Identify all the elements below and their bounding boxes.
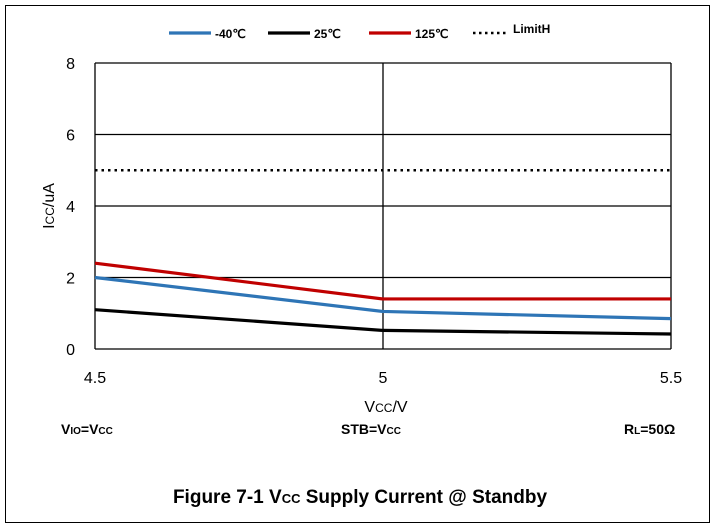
legend-label-2: 125℃ <box>415 27 449 41</box>
series-group <box>94 168 672 336</box>
series-line-0 <box>94 275 672 321</box>
legend-label-0: -40℃ <box>215 27 246 41</box>
grid <box>94 62 672 350</box>
condition-rl: RL=50Ω <box>624 421 675 437</box>
legend: -40℃ 25℃ 125℃ LimitH <box>169 22 550 41</box>
legend-label-1: 25℃ <box>314 27 341 41</box>
series-line-1 <box>94 308 672 336</box>
y-tick-label: 8 <box>66 56 75 73</box>
tick-labels: 0 2 4 6 8 4.5 5 5.5 <box>66 56 682 387</box>
x-tick-label: 5.5 <box>660 370 682 387</box>
y-tick-label: 4 <box>66 199 75 216</box>
figure-frame <box>5 5 710 523</box>
condition-stb: STB=VCC <box>341 421 401 437</box>
y-axis-title: ICC/uA <box>41 183 58 229</box>
figure-caption: Figure 7-1 VCC Supply Current @ Standby <box>173 487 548 508</box>
x-axis-title: VCC/V <box>364 399 407 416</box>
series-line-2 <box>94 261 671 301</box>
x-tick-label: 5 <box>379 370 388 387</box>
y-tick-label: 0 <box>66 342 75 359</box>
y-tick-label: 2 <box>66 271 75 288</box>
condition-vio: VIO=VCC <box>61 421 113 437</box>
legend-label-3: LimitH <box>513 22 550 36</box>
y-tick-label: 6 <box>66 128 75 145</box>
x-tick-label: 4.5 <box>84 370 106 387</box>
